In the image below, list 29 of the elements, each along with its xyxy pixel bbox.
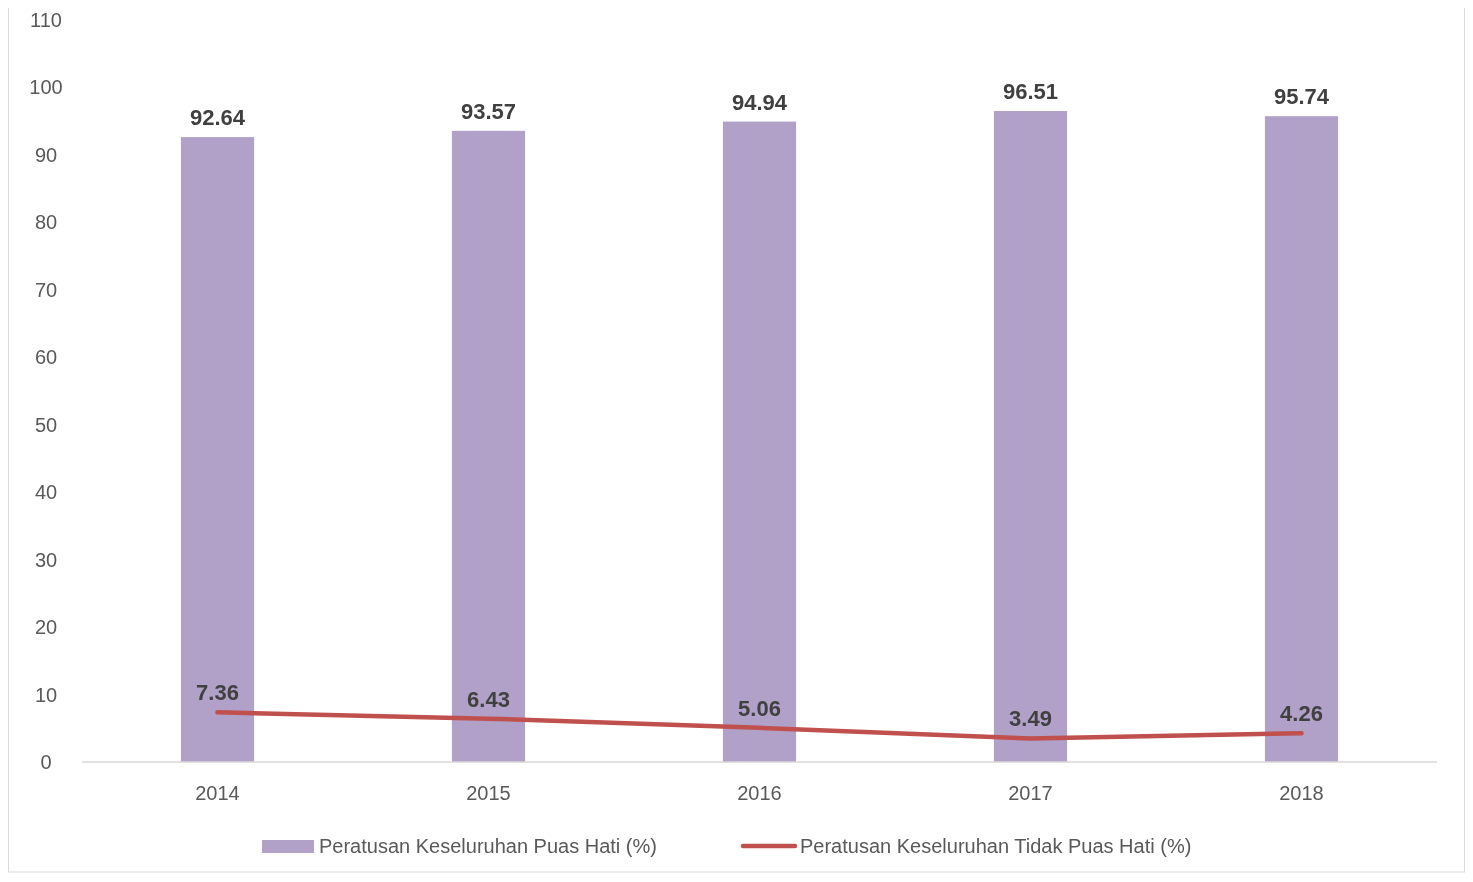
x-tick-label: 2018 xyxy=(1279,782,1324,804)
legend-label: Peratusan Keseluruhan Tidak Puas Hati (%) xyxy=(800,835,1192,857)
y-tick-label: 60 xyxy=(34,346,58,369)
data-label: 94.94 xyxy=(731,89,788,115)
y-tick-label: 110 xyxy=(30,9,62,31)
data-label: 96.51 xyxy=(1002,79,1059,104)
y-tick-label: 70 xyxy=(34,278,58,301)
data-label: 7.36 xyxy=(196,680,239,706)
data-label: 4.26 xyxy=(1280,701,1323,727)
y-tick-label: 0 xyxy=(40,751,52,773)
x-tick-label: 2016 xyxy=(737,782,782,804)
data-label: 93.57 xyxy=(460,98,517,124)
x-tick-label: 2014 xyxy=(195,782,240,804)
y-tick-label: 10 xyxy=(34,683,58,706)
x-tick-label: 2017 xyxy=(1008,782,1053,804)
data-label: 3.49 xyxy=(1009,706,1052,732)
data-label: 5.06 xyxy=(738,695,781,721)
data-label: 95.74 xyxy=(1273,84,1330,110)
y-tick-label: 80 xyxy=(34,211,58,234)
y-tick-label: 50 xyxy=(34,413,58,436)
y-tick-label: 30 xyxy=(34,548,58,571)
data-label: 92.64 xyxy=(189,105,246,131)
x-tick-label: 2015 xyxy=(466,782,511,804)
y-tick-label: 90 xyxy=(34,143,58,166)
data-label: 6.43 xyxy=(467,686,510,712)
y-tick-label: 100 xyxy=(29,76,63,99)
y-tick-label: 40 xyxy=(34,481,58,504)
y-tick-label: 20 xyxy=(34,616,58,639)
legend-label: Peratusan Keseluruhan Puas Hati (%) xyxy=(319,835,657,857)
